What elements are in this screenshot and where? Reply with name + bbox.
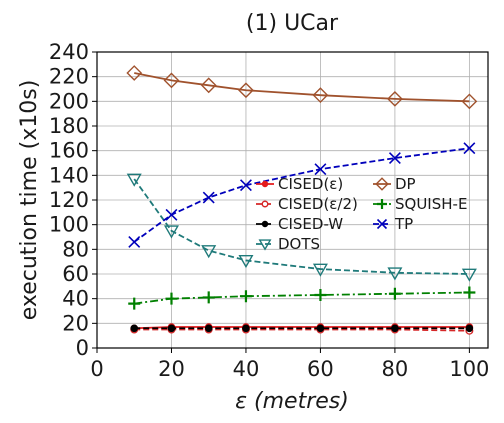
data-point	[388, 287, 401, 300]
data-point	[463, 142, 476, 155]
data-point	[375, 177, 389, 191]
data-point	[238, 255, 254, 269]
chart-title: (1) UCar	[246, 11, 339, 36]
legend-label: CISED(ε)	[278, 175, 343, 193]
legend-entry: DOTS	[256, 235, 320, 253]
y-tick-label: 220	[49, 65, 89, 89]
data-point	[239, 290, 252, 303]
y-axis-label: execution time (x10s)	[17, 80, 42, 321]
data-point	[239, 179, 252, 192]
y-tick-label: 240	[49, 40, 89, 64]
y-tick-label: 80	[62, 237, 89, 261]
data-point	[204, 324, 213, 333]
data-point	[314, 288, 327, 301]
legend-entry: SQUISH-E	[373, 195, 467, 213]
data-point	[312, 263, 328, 277]
y-tick-label: 20	[62, 311, 89, 335]
series	[126, 65, 478, 110]
x-tick-label: 80	[382, 357, 409, 381]
series	[126, 173, 477, 282]
y-tick-label: 40	[62, 287, 89, 311]
series	[130, 324, 474, 333]
legend-label: CISED-W	[278, 215, 343, 233]
data-point	[314, 163, 327, 176]
y-tick-label: 200	[49, 89, 89, 113]
data-point	[312, 87, 329, 104]
data-point	[463, 286, 476, 299]
data-point	[316, 324, 325, 333]
x-tick-label: 60	[307, 357, 334, 381]
data-point	[261, 200, 269, 208]
data-point	[377, 199, 387, 209]
data-point	[461, 268, 477, 282]
data-point	[376, 218, 388, 230]
x-tick-label: 100	[449, 357, 489, 381]
data-point	[201, 245, 217, 259]
y-tick-label: 180	[49, 114, 89, 138]
y-tick-label: 100	[49, 213, 89, 237]
x-tick-label: 0	[90, 357, 103, 381]
data-point	[261, 220, 269, 228]
data-point	[465, 324, 474, 333]
y-tick-label: 60	[62, 262, 89, 286]
data-point	[388, 152, 401, 165]
legend: CISED(ε) CISED(ε/2) CISED-W DOTS DP SQUISH-E T…	[256, 175, 467, 253]
data-point	[461, 93, 478, 110]
data-point	[167, 324, 176, 333]
y-tick-label: 160	[49, 139, 89, 163]
series-layer	[126, 65, 478, 335]
data-point	[202, 191, 215, 204]
data-point	[128, 235, 141, 248]
legend-entry: CISED(ε/2)	[256, 195, 358, 213]
legend-entry: CISED(ε)	[256, 175, 343, 193]
y-tick-label: 140	[49, 163, 89, 187]
series-line	[134, 72, 470, 103]
data-point	[126, 65, 143, 81]
data-point	[242, 324, 250, 333]
legend-entry: CISED-W	[256, 215, 343, 233]
data-point	[200, 77, 217, 94]
x-axis-unit: (metres)	[254, 389, 349, 414]
legend-entry: DP	[373, 175, 416, 193]
series	[128, 142, 476, 248]
data-point	[202, 291, 215, 304]
data-point	[387, 90, 403, 107]
x-tick-label: 20	[158, 357, 185, 381]
series	[128, 286, 476, 310]
data-point	[238, 82, 254, 99]
x-axis-label: ε (metres)	[235, 389, 349, 414]
legend-label: CISED(ε/2)	[278, 195, 358, 213]
legend-label: SQUISH-E	[395, 195, 467, 213]
x-axis-symbol: ε	[235, 389, 247, 414]
y-tick-label: 120	[49, 188, 89, 212]
x-tick-label: 40	[233, 357, 260, 381]
data-point	[258, 239, 272, 251]
legend-label: TP	[394, 215, 413, 233]
data-point	[391, 324, 399, 333]
data-point	[163, 72, 180, 89]
data-point	[128, 297, 141, 310]
data-point	[163, 225, 179, 239]
data-point	[165, 292, 178, 305]
data-point	[261, 180, 269, 188]
legend-entry: TP	[373, 215, 413, 233]
data-point	[130, 324, 139, 333]
axis-ticks: 0 20 40 60 80 1000204060801001201401601802002…	[49, 40, 490, 381]
series-line	[133, 178, 470, 275]
y-tick-label: 0	[76, 336, 89, 360]
data-point	[126, 173, 142, 187]
data-point	[387, 267, 403, 281]
legend-label: DP	[395, 175, 416, 193]
data-point	[165, 208, 178, 221]
legend-label: DOTS	[278, 235, 320, 253]
